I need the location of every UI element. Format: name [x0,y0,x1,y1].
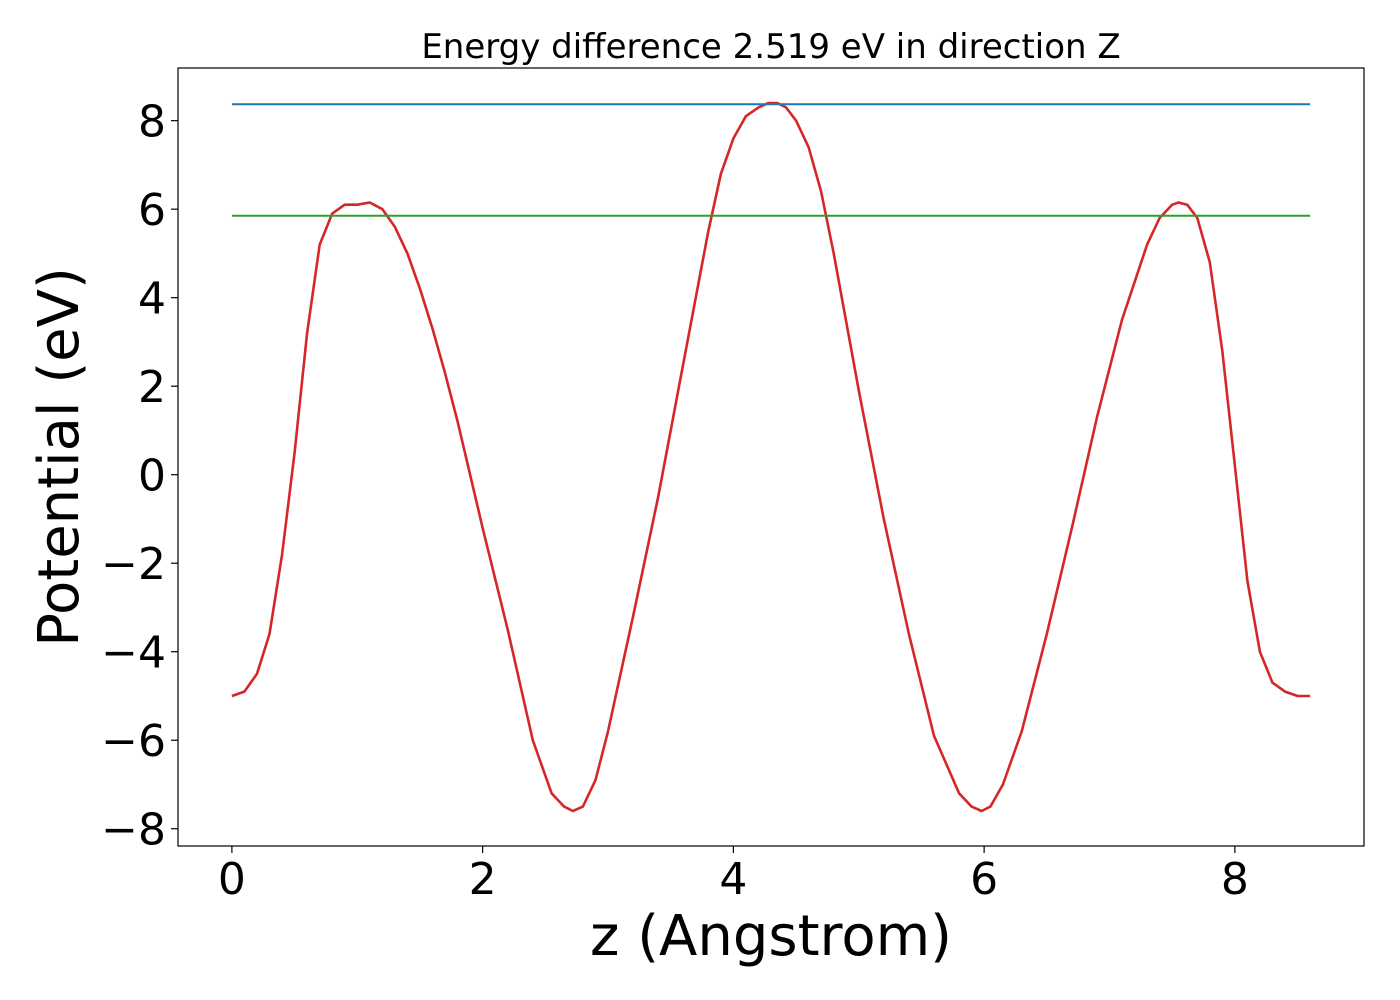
y-tick-label: −4 [101,628,166,679]
x-tick-label: 6 [970,854,998,905]
y-tick-label: −8 [101,805,166,856]
chart-title: Energy difference 2.519 eV in direction … [421,27,1120,67]
y-tick-label: −6 [101,716,166,767]
y-tick-label: 4 [138,274,166,325]
y-tick-label: 0 [138,451,166,502]
y-tick-label: 2 [138,362,166,413]
series-layer [231,101,1311,813]
x-axis: 0 2 4 6 8 [218,846,1249,905]
y-axis-label: Potential (eV) [27,267,92,647]
x-tick-label: 0 [218,854,246,905]
plot-frame [177,67,1365,847]
y-axis: −8 −6 −4 −2 0 2 4 6 8 [101,97,178,856]
series-line-0 [231,101,1311,813]
x-tick-label: 8 [1221,854,1249,905]
y-tick-label: 6 [138,185,166,236]
x-tick-label: 2 [469,854,497,905]
x-axis-label: z (Angstrom) [590,904,952,969]
y-tick-label: 8 [138,97,166,148]
x-tick-label: 4 [719,854,747,905]
y-tick-label: −2 [101,539,166,590]
